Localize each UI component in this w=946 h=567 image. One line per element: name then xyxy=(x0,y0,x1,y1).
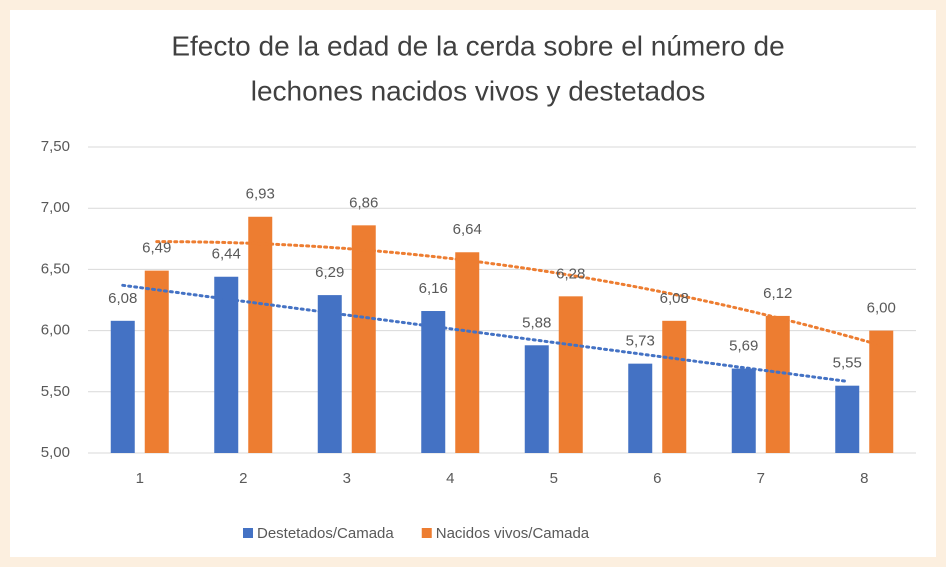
data-label: 6,64 xyxy=(453,221,482,238)
bar xyxy=(662,320,687,453)
y-tick-label: 5,00 xyxy=(41,444,70,461)
y-tick-label: 5,50 xyxy=(41,383,70,400)
trendline xyxy=(121,283,849,383)
data-label: 6,08 xyxy=(660,290,689,307)
chart-title: lechones nacidos vivos y destetados xyxy=(251,75,706,106)
bar xyxy=(524,345,549,453)
bar xyxy=(869,330,894,453)
chart-title: Efecto de la edad de la cerda sobre el n… xyxy=(171,30,784,61)
bar xyxy=(248,216,273,453)
x-tick-label: 7 xyxy=(757,470,765,487)
y-tick-label: 7,50 xyxy=(41,138,70,155)
data-label: 6,29 xyxy=(315,264,344,281)
data-label: 6,16 xyxy=(419,280,448,297)
data-label: 5,69 xyxy=(729,338,758,355)
data-label: 6,93 xyxy=(246,186,275,203)
bar xyxy=(731,368,756,453)
bar xyxy=(765,315,790,453)
bar xyxy=(558,296,583,453)
data-label: 5,55 xyxy=(833,355,862,372)
y-tick-label: 6,00 xyxy=(41,322,70,339)
bar xyxy=(835,385,860,453)
x-tick-label: 8 xyxy=(860,470,868,487)
y-tick-label: 7,00 xyxy=(41,199,70,216)
bar xyxy=(317,295,342,453)
legend-label: Destetados/Camada xyxy=(257,525,394,542)
data-label: 6,00 xyxy=(867,300,896,317)
data-label: 6,12 xyxy=(763,285,792,302)
bar xyxy=(628,363,653,453)
x-tick-label: 3 xyxy=(343,470,351,487)
legend-label: Nacidos vivos/Camada xyxy=(436,525,590,542)
data-label: 5,73 xyxy=(626,333,655,350)
bar xyxy=(455,252,480,453)
data-label: 6,49 xyxy=(142,240,171,257)
trendline xyxy=(155,240,883,347)
x-tick-label: 1 xyxy=(136,470,144,487)
data-label: 6,28 xyxy=(556,265,585,282)
data-label: 6,08 xyxy=(108,290,137,307)
bar xyxy=(214,276,239,453)
x-tick-label: 2 xyxy=(239,470,247,487)
bar xyxy=(351,225,376,453)
data-label: 6,44 xyxy=(212,246,241,263)
bar xyxy=(421,311,446,453)
x-tick-label: 5 xyxy=(550,470,558,487)
bar xyxy=(110,320,135,453)
legend-swatch xyxy=(243,528,253,538)
x-tick-label: 4 xyxy=(446,470,454,487)
data-label: 6,86 xyxy=(349,194,378,211)
x-tick-label: 6 xyxy=(653,470,661,487)
legend-swatch xyxy=(421,528,432,538)
bar xyxy=(144,270,169,453)
data-label: 5,88 xyxy=(522,314,551,331)
y-tick-label: 6,50 xyxy=(41,260,70,277)
